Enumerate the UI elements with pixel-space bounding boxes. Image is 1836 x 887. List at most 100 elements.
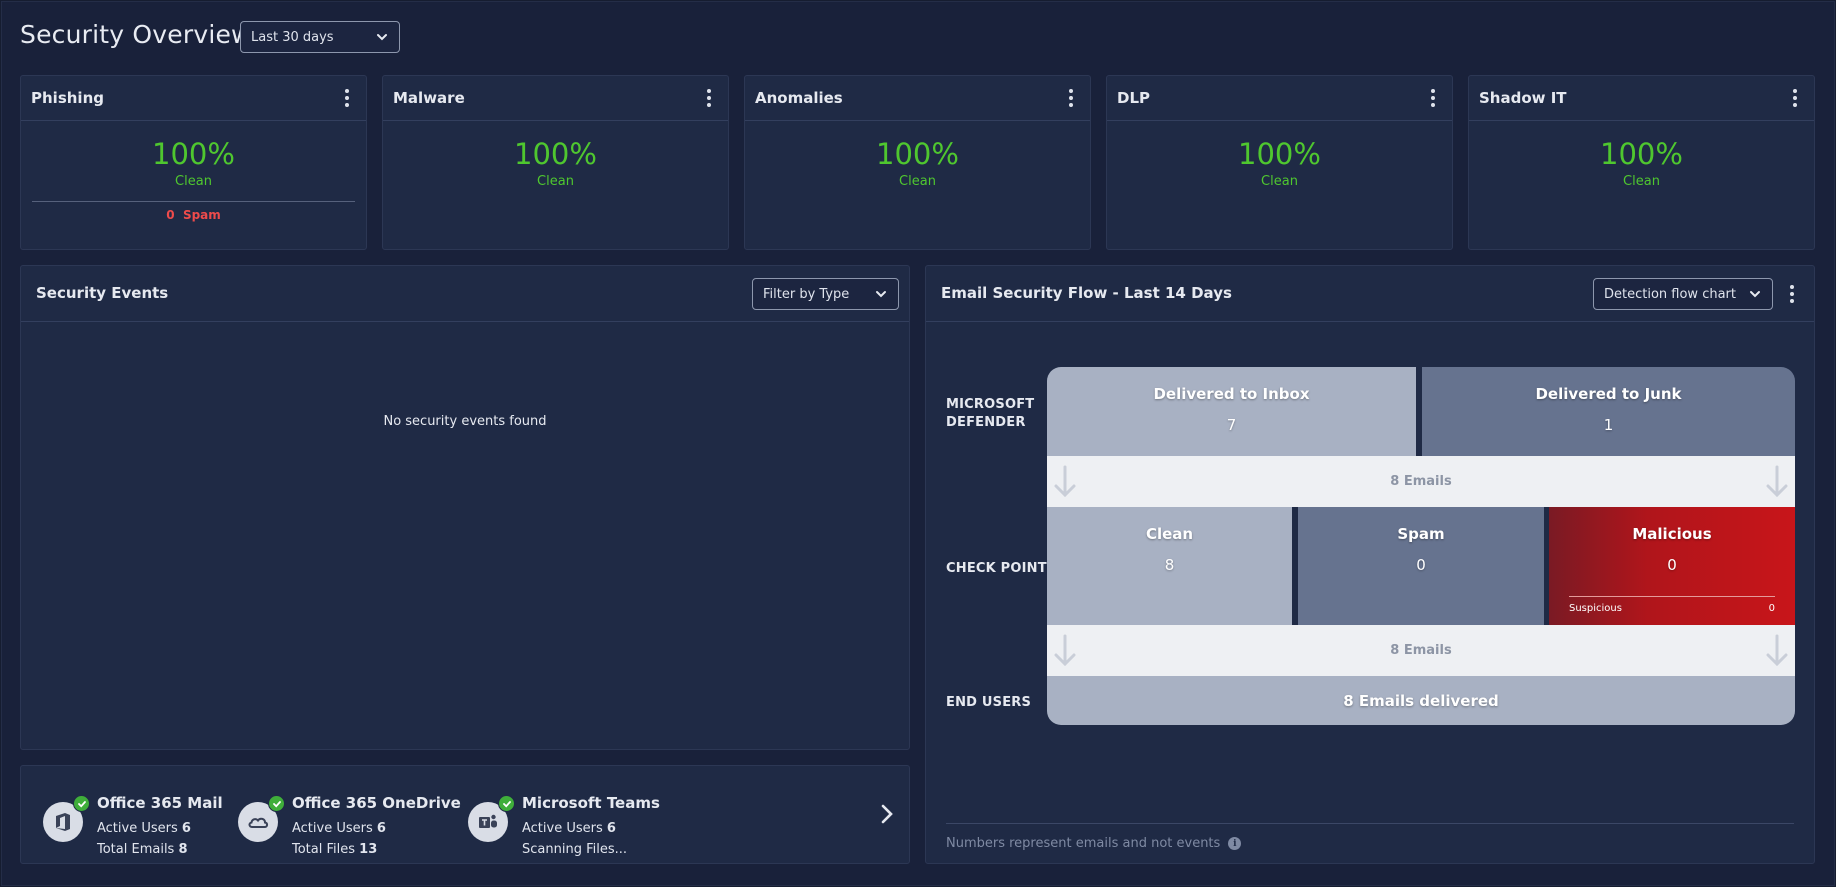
malicious-box[interactable]: Malicious 0 Suspicious 0 [1549, 507, 1795, 625]
clean-percent: 100% [514, 137, 597, 171]
service-name: Office 365 OneDrive [292, 794, 461, 812]
box-separator [1416, 367, 1422, 456]
service-total: Total Files 13 [292, 842, 378, 857]
arrow-down-icon [1765, 633, 1789, 669]
emails-lane-2: 8 Emails [1047, 625, 1795, 676]
clean-percent: 100% [1600, 137, 1683, 171]
panel-divider [21, 321, 909, 322]
footer-divider [946, 823, 1794, 824]
clean-label: Clean [1623, 174, 1660, 189]
more-options-icon[interactable] [1424, 87, 1442, 109]
security-events-panel: Security Events Filter by Type No securi… [20, 265, 910, 750]
email-security-flow-panel: Email Security Flow - Last 14 Days Detec… [925, 265, 1815, 864]
more-options-icon[interactable] [700, 87, 718, 109]
row-label-microsoft-defender: MICROSOFT DEFENDER [946, 397, 1035, 430]
box-label: Delivered to Inbox [1153, 385, 1310, 403]
chevron-down-icon [1748, 287, 1762, 301]
empty-state-message: No security events found [383, 414, 547, 429]
box-label: Clean [1145, 525, 1194, 543]
more-options-icon[interactable] [338, 87, 356, 109]
row-label-end-users: END USERS [946, 695, 1032, 710]
teams-icon [468, 795, 515, 842]
flow-view-value: Detection flow chart [1604, 286, 1736, 302]
date-range-value: Last 30 days [251, 29, 334, 45]
suspicious-value: 0 [1768, 603, 1775, 614]
card-header: Malware [383, 76, 728, 121]
box-value: 8 [1164, 556, 1175, 574]
clean-label: Clean [537, 174, 574, 189]
spam-count: 0 [166, 208, 175, 222]
arrow-down-icon [1053, 633, 1077, 669]
delivered-to-junk-box[interactable]: Delivered to Junk 1 [1422, 367, 1795, 456]
card-header: Shadow IT [1469, 76, 1814, 121]
service-office365-mail[interactable]: Office 365 Mail Active Users 6 Total Ema… [43, 794, 223, 860]
service-microsoft-teams[interactable]: Microsoft Teams Active Users 6 Scanning … [468, 794, 660, 860]
lane-count: 8 Emails [1390, 643, 1452, 658]
arrow-down-icon [1053, 464, 1077, 500]
footnote-text: Numbers represent emails and not events [946, 836, 1221, 851]
clean-percent: 100% [1238, 137, 1321, 171]
spam-box[interactable]: Spam 0 [1298, 507, 1544, 625]
check-icon [498, 795, 515, 812]
service-status: Scanning Files... [522, 842, 628, 857]
spam-count-link[interactable]: 0 Spam [21, 208, 366, 222]
service-name: Microsoft Teams [522, 794, 660, 812]
card-title: Shadow IT [1479, 89, 1567, 107]
service-office365-onedrive[interactable]: Office 365 OneDrive Active Users 6 Total… [238, 794, 461, 860]
flow-footnote: Numbers represent emails and not events … [946, 836, 1242, 851]
delivered-to-inbox-box[interactable]: Delivered to Inbox 7 [1047, 367, 1416, 456]
box-value: 1 [1603, 416, 1614, 434]
detection-flow-chart: Delivered to Inbox 7 Delivered to Junk 1… [1047, 367, 1795, 727]
emails-delivered-box[interactable]: 8 Emails delivered [1047, 676, 1795, 725]
box-value: 7 [1226, 416, 1237, 434]
onedrive-icon [238, 795, 285, 842]
service-total: Total Emails 8 [97, 842, 188, 857]
clean-label: Clean [1261, 174, 1298, 189]
service-active-users: Active Users 6 [522, 821, 616, 836]
card-title: Phishing [31, 89, 104, 107]
clean-box[interactable]: Clean 8 [1047, 507, 1292, 625]
office-icon [43, 795, 90, 842]
shadow-it-card: Shadow IT 100% Clean [1468, 75, 1815, 250]
card-title: Anomalies [755, 89, 843, 107]
box-value: 0 [1416, 556, 1426, 574]
panel-title: Security Events [36, 284, 169, 302]
more-options-icon[interactable] [1786, 87, 1804, 109]
arrow-down-icon [1765, 464, 1789, 500]
date-range-select[interactable]: Last 30 days [240, 21, 400, 53]
phishing-card: Phishing 100% Clean 0 Spam [20, 75, 367, 250]
box-label: Delivered to Junk [1535, 385, 1682, 403]
service-name: Office 365 Mail [97, 794, 223, 812]
box-label: Malicious [1632, 525, 1712, 543]
clean-label: Clean [899, 174, 936, 189]
more-options-icon[interactable] [1062, 87, 1080, 109]
suspicious-label: Suspicious [1569, 603, 1622, 614]
card-header: DLP [1107, 76, 1452, 121]
filter-value: Filter by Type [763, 286, 850, 302]
filter-by-type-select[interactable]: Filter by Type [752, 278, 899, 310]
panel-divider [926, 321, 1814, 322]
suspicious-row: Suspicious 0 [1569, 596, 1775, 614]
check-icon [73, 795, 90, 812]
more-options-icon[interactable] [1783, 283, 1801, 305]
info-icon[interactable]: i [1228, 837, 1242, 850]
card-header: Phishing [21, 76, 366, 121]
service-active-users: Active Users 6 [292, 821, 386, 836]
chevron-down-icon [375, 30, 389, 44]
spam-label: Spam [182, 208, 221, 222]
service-active-users: Active Users 6 [97, 821, 191, 836]
flow-view-select[interactable]: Detection flow chart [1593, 278, 1773, 310]
anomalies-card: Anomalies 100% Clean [744, 75, 1091, 250]
malware-card: Malware 100% Clean [382, 75, 729, 250]
clean-label: Clean [175, 174, 212, 189]
dlp-card: DLP 100% Clean [1106, 75, 1453, 250]
emails-lane-1: 8 Emails [1047, 456, 1795, 507]
services-panel: Office 365 Mail Active Users 6 Total Ema… [20, 765, 910, 864]
chevron-right-icon[interactable] [877, 802, 897, 826]
box-value: 0 [1667, 556, 1677, 574]
box-label: 8 Emails delivered [1343, 691, 1499, 710]
box-label: Spam [1397, 525, 1445, 543]
card-header: Anomalies [745, 76, 1090, 121]
card-title: DLP [1117, 89, 1151, 107]
clean-percent: 100% [152, 137, 235, 171]
